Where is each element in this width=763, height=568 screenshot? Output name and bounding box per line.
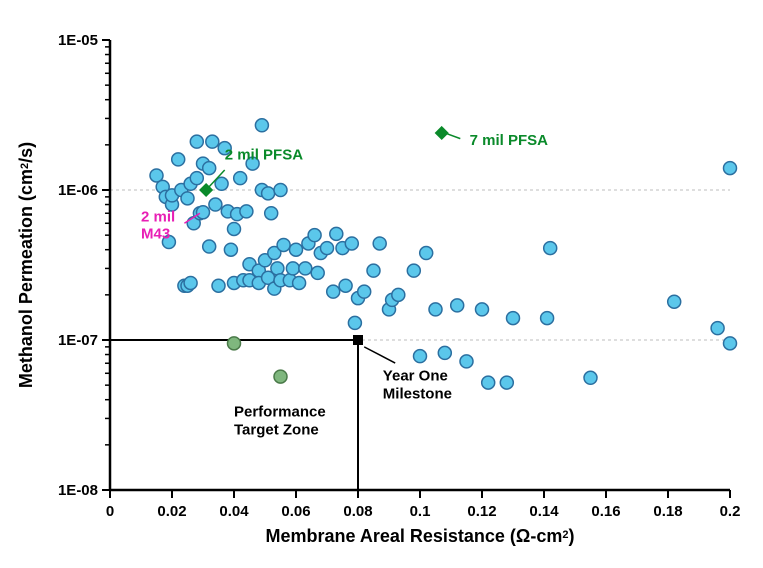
y-tick-label: 1E-05 — [58, 32, 98, 49]
data-point — [392, 288, 405, 301]
data-point — [206, 135, 219, 148]
data-point — [339, 279, 352, 292]
milestone-label1: Year One — [383, 368, 448, 385]
data-point — [507, 312, 520, 325]
data-point — [172, 153, 185, 166]
chart-bg — [0, 0, 763, 568]
x-tick-label: 0.18 — [653, 503, 682, 520]
data-point — [184, 276, 197, 289]
data-point — [228, 222, 241, 235]
x-tick-label: 0.1 — [410, 503, 431, 520]
target-label2: Target Zone — [234, 421, 319, 438]
data-point — [438, 346, 451, 359]
target-label1: Performance — [234, 403, 326, 420]
scatter-chart: 0 0.02 0.04 0.06 0.08 0.1 0.12 0.14 0.16 0.18 0.2 1… — [0, 0, 763, 568]
data-point — [190, 135, 203, 148]
data-point — [407, 264, 420, 277]
data-point — [711, 322, 724, 335]
pfsa7-label: 7 mil PFSA — [470, 132, 549, 149]
data-point — [262, 187, 275, 200]
data-point — [274, 184, 287, 197]
data-point — [367, 264, 380, 277]
data-point — [240, 205, 253, 218]
milestone-marker — [354, 336, 363, 345]
x-tick-label: 0.16 — [591, 503, 620, 520]
data-point — [414, 350, 427, 363]
data-point — [203, 162, 216, 175]
data-point — [190, 172, 203, 185]
y-axis-label: Methanol Permeation (cm2/s) — [16, 142, 36, 388]
y-tick-label: 1E-08 — [58, 482, 98, 499]
data-point-green — [228, 337, 241, 350]
data-point — [203, 240, 216, 253]
m43-label1: 2 mil — [141, 208, 175, 225]
data-point — [348, 316, 361, 329]
data-point — [668, 295, 681, 308]
data-point — [234, 172, 247, 185]
data-point — [373, 237, 386, 250]
data-point — [358, 285, 371, 298]
data-point — [476, 303, 489, 316]
data-point — [293, 276, 306, 289]
data-point — [420, 247, 433, 260]
data-point — [321, 242, 334, 255]
data-point — [255, 119, 268, 132]
data-point — [544, 242, 557, 255]
data-point — [541, 312, 554, 325]
data-point — [286, 262, 299, 275]
data-point-green — [274, 370, 287, 383]
data-point — [724, 162, 737, 175]
data-point — [209, 198, 222, 211]
data-point — [299, 262, 312, 275]
x-tick-label: 0.14 — [529, 503, 559, 520]
data-point — [584, 371, 597, 384]
data-point — [330, 227, 343, 240]
milestone-label2: Milestone — [383, 386, 452, 403]
x-tick-label: 0.02 — [157, 503, 186, 520]
x-axis-label: Membrane Areal Resistance (Ω-cm2) — [265, 526, 574, 546]
data-point — [311, 266, 324, 279]
data-point — [290, 243, 303, 256]
x-tick-label: 0.04 — [219, 503, 249, 520]
data-point — [265, 207, 278, 220]
data-point — [327, 285, 340, 298]
m43-label2: M43 — [141, 225, 170, 242]
x-tick-label: 0.08 — [343, 503, 372, 520]
data-point — [271, 262, 284, 275]
data-point — [224, 243, 237, 256]
data-point — [460, 355, 473, 368]
pfsa2-label: 2 mil PFSA — [225, 146, 304, 163]
data-point — [500, 376, 513, 389]
y-tick-label: 1E-06 — [58, 182, 98, 199]
x-tick-label: 0.06 — [281, 503, 310, 520]
data-point — [724, 337, 737, 350]
data-point — [212, 279, 225, 292]
data-point — [197, 206, 210, 219]
data-point — [181, 192, 194, 205]
y-tick-label: 1E-07 — [58, 332, 98, 349]
x-tick-label: 0.12 — [467, 503, 496, 520]
x-tick-label: 0.2 — [720, 503, 741, 520]
data-point — [429, 303, 442, 316]
data-point — [451, 299, 464, 312]
x-tick-label: 0 — [106, 503, 114, 520]
data-point — [345, 237, 358, 250]
data-point — [277, 238, 290, 251]
data-point — [482, 376, 495, 389]
data-point — [308, 229, 321, 242]
